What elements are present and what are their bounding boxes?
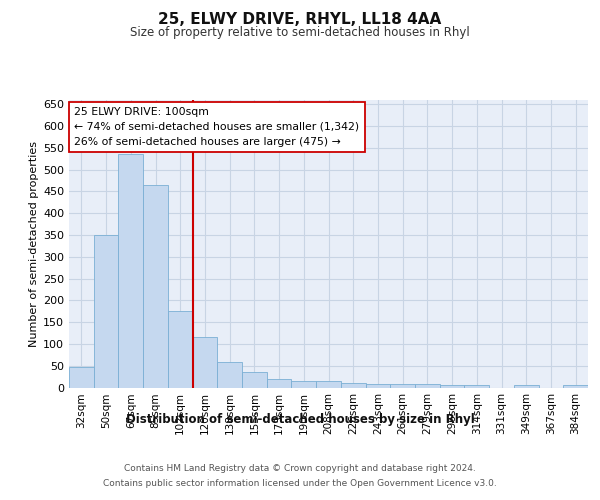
Bar <box>69 368 94 388</box>
Bar <box>341 383 365 388</box>
Text: Contains HM Land Registry data © Crown copyright and database right 2024.: Contains HM Land Registry data © Crown c… <box>124 464 476 473</box>
Bar <box>168 312 193 388</box>
Text: Distribution of semi-detached houses by size in Rhyl: Distribution of semi-detached houses by … <box>125 412 475 426</box>
Bar <box>390 384 415 388</box>
Bar <box>563 386 588 388</box>
Bar <box>514 386 539 388</box>
Bar <box>292 381 316 388</box>
Bar <box>94 236 118 388</box>
Bar <box>242 372 267 388</box>
Text: 25 ELWY DRIVE: 100sqm
← 74% of semi-detached houses are smaller (1,342)
26% of s: 25 ELWY DRIVE: 100sqm ← 74% of semi-deta… <box>74 107 359 147</box>
Text: Contains public sector information licensed under the Open Government Licence v3: Contains public sector information licen… <box>103 479 497 488</box>
Bar <box>267 379 292 388</box>
Text: 25, ELWY DRIVE, RHYL, LL18 4AA: 25, ELWY DRIVE, RHYL, LL18 4AA <box>158 12 442 28</box>
Bar <box>415 384 440 388</box>
Bar <box>440 386 464 388</box>
Bar <box>193 337 217 388</box>
Bar <box>118 154 143 388</box>
Bar <box>316 381 341 388</box>
Bar <box>464 386 489 388</box>
Bar <box>143 185 168 388</box>
Bar <box>217 362 242 388</box>
Bar <box>365 384 390 388</box>
Y-axis label: Number of semi-detached properties: Number of semi-detached properties <box>29 141 39 347</box>
Text: Size of property relative to semi-detached houses in Rhyl: Size of property relative to semi-detach… <box>130 26 470 39</box>
